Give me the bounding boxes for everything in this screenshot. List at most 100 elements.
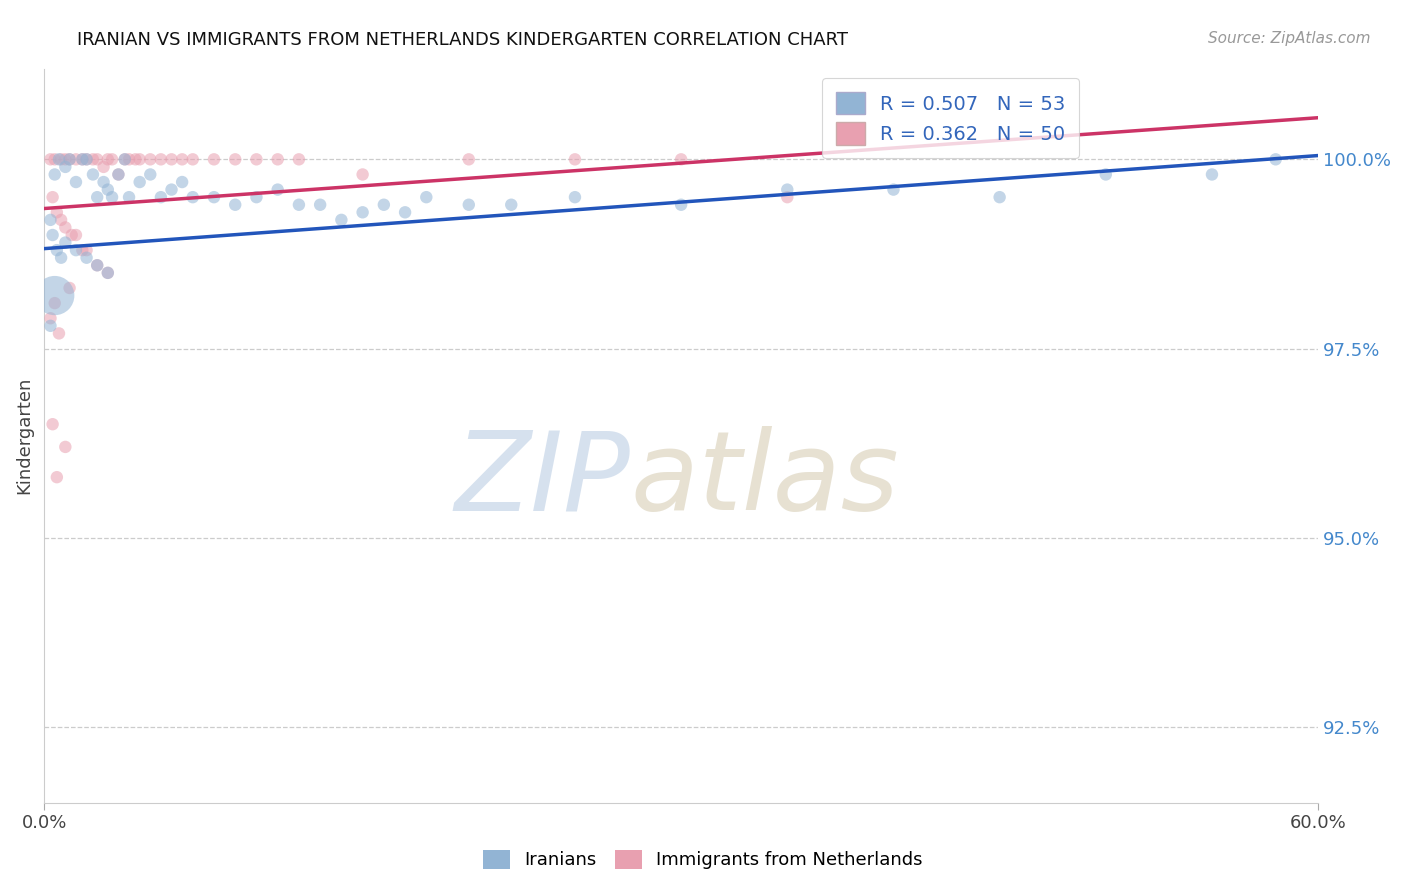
Point bbox=[72, 243, 94, 257]
Point bbox=[564, 153, 586, 167]
Point bbox=[114, 153, 136, 167]
Point bbox=[181, 190, 204, 204]
Point bbox=[118, 190, 141, 204]
Point bbox=[41, 190, 63, 204]
Point bbox=[76, 243, 98, 257]
Point bbox=[44, 288, 66, 302]
Point bbox=[101, 153, 124, 167]
Point bbox=[245, 190, 267, 204]
Point bbox=[82, 168, 104, 182]
Point bbox=[53, 220, 76, 235]
Point bbox=[76, 153, 98, 167]
Point bbox=[76, 251, 98, 265]
Point bbox=[181, 153, 204, 167]
Point bbox=[53, 235, 76, 250]
Point bbox=[288, 198, 311, 212]
Legend: Iranians, Immigrants from Netherlands: Iranians, Immigrants from Netherlands bbox=[474, 841, 932, 879]
Point bbox=[93, 160, 115, 174]
Point bbox=[988, 190, 1011, 204]
Point bbox=[266, 153, 288, 167]
Point bbox=[72, 153, 94, 167]
Point bbox=[101, 190, 124, 204]
Point bbox=[97, 266, 120, 280]
Point bbox=[669, 198, 692, 212]
Point bbox=[669, 153, 692, 167]
Point bbox=[65, 153, 87, 167]
Point bbox=[39, 212, 62, 227]
Point bbox=[44, 153, 66, 167]
Point bbox=[114, 153, 136, 167]
Point bbox=[202, 153, 225, 167]
Point bbox=[882, 183, 904, 197]
Point bbox=[49, 153, 72, 167]
Point bbox=[160, 183, 183, 197]
Text: IRANIAN VS IMMIGRANTS FROM NETHERLANDS KINDERGARTEN CORRELATION CHART: IRANIAN VS IMMIGRANTS FROM NETHERLANDS K… bbox=[77, 31, 848, 49]
Point bbox=[45, 470, 67, 484]
Point bbox=[1264, 153, 1286, 167]
Point bbox=[39, 311, 62, 326]
Point bbox=[139, 153, 162, 167]
Point bbox=[266, 183, 288, 197]
Point bbox=[48, 326, 70, 341]
Point bbox=[394, 205, 416, 219]
Point bbox=[160, 153, 183, 167]
Point bbox=[288, 153, 311, 167]
Point bbox=[564, 190, 586, 204]
Point bbox=[202, 190, 225, 204]
Point bbox=[457, 198, 479, 212]
Point bbox=[457, 153, 479, 167]
Point bbox=[224, 198, 246, 212]
Point bbox=[58, 153, 80, 167]
Point bbox=[45, 205, 67, 219]
Point bbox=[309, 198, 332, 212]
Point bbox=[352, 168, 374, 182]
Point bbox=[776, 183, 799, 197]
Point bbox=[128, 175, 150, 189]
Text: atlas: atlas bbox=[630, 426, 898, 533]
Point bbox=[97, 153, 120, 167]
Point bbox=[48, 153, 70, 167]
Point bbox=[124, 153, 146, 167]
Point bbox=[1201, 168, 1223, 182]
Point bbox=[97, 266, 120, 280]
Text: ZIP: ZIP bbox=[454, 426, 630, 533]
Point bbox=[352, 205, 374, 219]
Point bbox=[65, 243, 87, 257]
Point bbox=[58, 281, 80, 295]
Point bbox=[41, 227, 63, 242]
Point bbox=[86, 258, 108, 272]
Point bbox=[128, 153, 150, 167]
Point bbox=[53, 153, 76, 167]
Point bbox=[224, 153, 246, 167]
Point bbox=[149, 190, 172, 204]
Point bbox=[245, 153, 267, 167]
Point bbox=[501, 198, 523, 212]
Point bbox=[86, 190, 108, 204]
Point bbox=[45, 243, 67, 257]
Y-axis label: Kindergarten: Kindergarten bbox=[15, 376, 32, 494]
Point bbox=[58, 153, 80, 167]
Point bbox=[76, 153, 98, 167]
Point bbox=[41, 417, 63, 432]
Point bbox=[65, 227, 87, 242]
Point bbox=[86, 153, 108, 167]
Point bbox=[415, 190, 437, 204]
Point bbox=[39, 318, 62, 333]
Point bbox=[172, 153, 194, 167]
Point bbox=[60, 227, 83, 242]
Point bbox=[39, 153, 62, 167]
Point bbox=[49, 212, 72, 227]
Point bbox=[149, 153, 172, 167]
Point bbox=[373, 198, 395, 212]
Point bbox=[118, 153, 141, 167]
Point bbox=[65, 175, 87, 189]
Point bbox=[97, 183, 120, 197]
Point bbox=[139, 168, 162, 182]
Point bbox=[330, 212, 353, 227]
Point bbox=[53, 160, 76, 174]
Point bbox=[93, 175, 115, 189]
Point bbox=[172, 175, 194, 189]
Point bbox=[72, 153, 94, 167]
Legend: R = 0.507   N = 53, R = 0.362   N = 50: R = 0.507 N = 53, R = 0.362 N = 50 bbox=[823, 78, 1078, 158]
Point bbox=[82, 153, 104, 167]
